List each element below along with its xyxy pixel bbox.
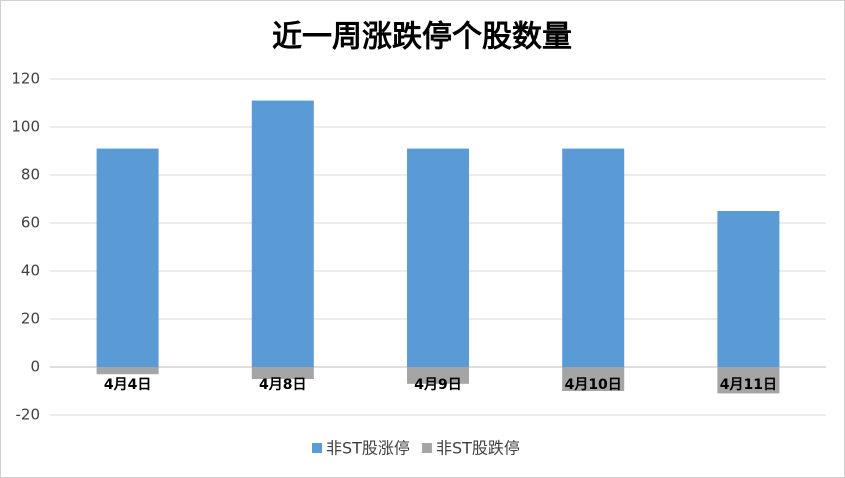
y-tick-label: 60 [21,214,40,232]
x-tick-label: 4月9日 [414,377,461,393]
y-tick-label: 80 [21,166,40,184]
bar [96,148,159,367]
bar [562,367,625,391]
y-tick-label: 100 [11,118,40,136]
x-tick-label: 4月10日 [565,377,622,393]
x-tick-label: 4月4日 [104,377,151,393]
chart-title: 近一周涨跌停个股数量 [272,20,572,55]
legend-label: 非ST股涨停 [326,439,410,458]
bar [717,211,780,367]
legend-swatch [421,443,432,453]
bar [562,148,625,367]
legend-swatch [312,443,322,453]
bar [407,367,469,384]
legend-label: 非ST股跌停 [436,439,520,458]
bar [251,100,314,367]
x-tick-label: 4月8日 [259,377,306,393]
bar [717,367,780,394]
y-tick-label: 0 [30,358,40,376]
bar [407,148,469,367]
y-tick-label: 120 [11,70,40,88]
y-tick-label: -20 [16,406,41,424]
bar [251,367,314,379]
x-tick-label: 4月11日 [720,377,777,393]
y-tick-label: 40 [21,262,40,280]
bar [96,367,159,375]
y-tick-label: 20 [21,310,40,328]
